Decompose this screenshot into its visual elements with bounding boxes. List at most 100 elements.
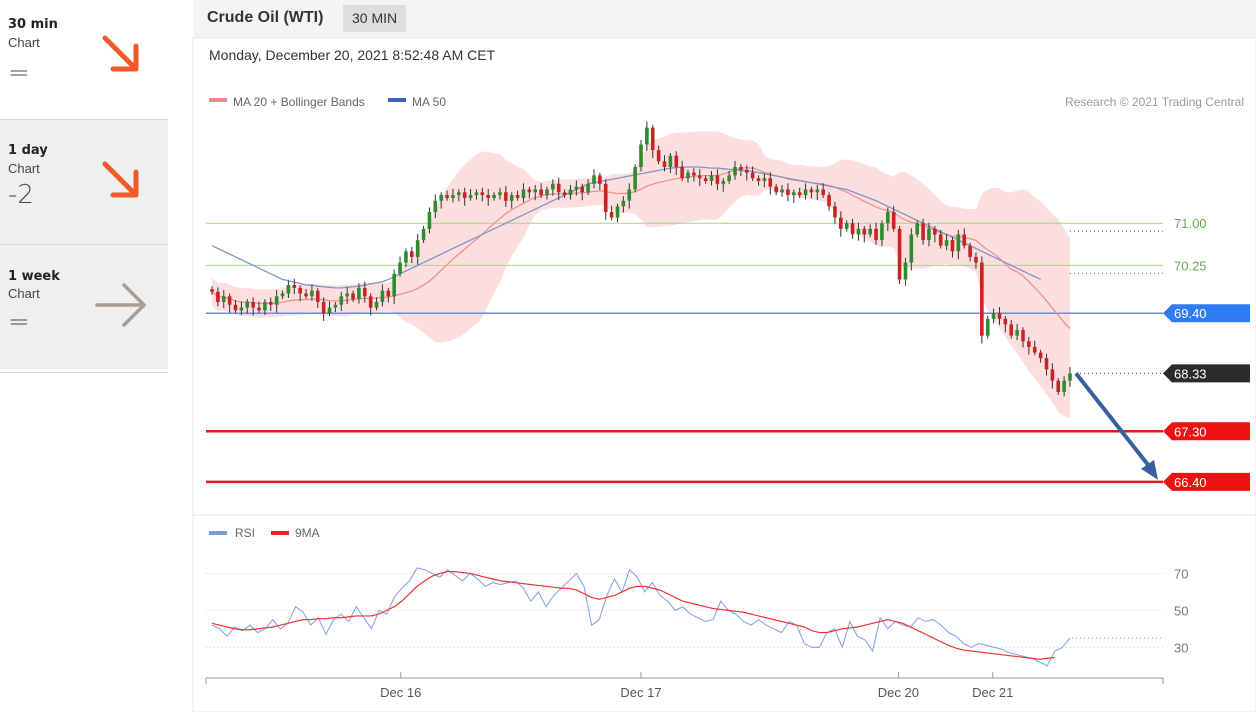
- candle: [468, 188, 473, 201]
- candle: [409, 246, 414, 264]
- candle: [1062, 376, 1066, 397]
- chart-credit: Research © 2021 Trading Central: [1065, 95, 1244, 109]
- candle-body: [862, 228, 867, 235]
- candle: [915, 220, 920, 238]
- candle-body: [239, 307, 244, 311]
- candle-body: [739, 166, 743, 170]
- candle: [562, 189, 567, 198]
- candle: [568, 184, 573, 200]
- candle-body: [815, 189, 820, 193]
- x-axis: Dec 16 Dec 17 Dec 20 Dec 21: [205, 672, 1164, 700]
- candle-body: [633, 166, 637, 190]
- legend-swatch-9ma: [271, 531, 289, 535]
- candle-body: [392, 273, 396, 297]
- candle: [304, 289, 308, 300]
- candle: [921, 218, 925, 245]
- candle-body: [727, 175, 731, 182]
- candle: [791, 189, 796, 203]
- candle: [721, 178, 726, 192]
- candle-body: [809, 189, 814, 193]
- candle-body: [709, 175, 714, 182]
- candle-body: [445, 195, 449, 198]
- candle: [380, 284, 385, 307]
- candle: [756, 175, 761, 186]
- candle-body: [850, 223, 855, 235]
- candle: [686, 169, 690, 183]
- candle: [386, 287, 391, 303]
- candle: [233, 300, 238, 314]
- timeframe-sub: Chart: [8, 286, 40, 301]
- candle: [786, 183, 790, 202]
- candle: [480, 187, 485, 202]
- candle-body: [280, 293, 285, 297]
- candle: [1038, 349, 1043, 363]
- candle: [668, 152, 673, 174]
- candle: [927, 222, 931, 247]
- candle-body: [756, 178, 761, 182]
- legend-ma20: MA 20 + Bollinger Bands: [233, 95, 365, 109]
- candle-body: [803, 189, 808, 196]
- candle-body: [1015, 330, 1019, 336]
- candle-body: [921, 223, 925, 241]
- candle-body: [874, 228, 878, 241]
- candle: [509, 192, 514, 209]
- candle-body: [362, 287, 367, 297]
- candle-body: [310, 290, 314, 297]
- candle: [603, 179, 608, 220]
- candle: [944, 233, 949, 251]
- candle: [797, 187, 802, 198]
- candle-body: [721, 181, 726, 184]
- candle-body: [245, 301, 250, 308]
- candle-body: [1021, 330, 1025, 342]
- candle: [1032, 340, 1037, 356]
- chart-frame: [192, 37, 1256, 712]
- legend-swatch-ma50: [388, 98, 406, 102]
- price-levels: [206, 222, 1163, 484]
- candle: [868, 224, 873, 238]
- candle: [362, 281, 367, 303]
- level-badge: [1163, 364, 1250, 383]
- candle: [980, 256, 984, 344]
- candle: [692, 168, 696, 182]
- candle: [539, 183, 543, 198]
- candle: [762, 173, 767, 188]
- candle-body: [674, 155, 679, 167]
- legend-swatch-ma20: [209, 98, 227, 102]
- level-badge: [1163, 472, 1250, 491]
- candle: [903, 258, 908, 286]
- candle: [827, 192, 831, 211]
- interval-badge[interactable]: 30 MIN: [343, 5, 407, 32]
- candle: [527, 186, 532, 199]
- candle-body: [897, 228, 902, 280]
- candle-body: [404, 251, 408, 263]
- candle: [815, 184, 820, 201]
- candle-body: [368, 296, 373, 308]
- timeframe-1week[interactable]: 1 week Chart =: [0, 245, 168, 369]
- forecast-arrowhead: [1141, 459, 1158, 480]
- candle-body: [227, 296, 232, 305]
- candle: [586, 179, 590, 196]
- candle-body: [886, 211, 890, 224]
- timeframe-1day[interactable]: 1 day Chart -2: [0, 120, 168, 244]
- candle: [327, 301, 332, 316]
- candle-body: [374, 301, 379, 308]
- candle-body: [568, 189, 573, 196]
- timeframe-30min[interactable]: 30 min Chart =: [0, 0, 168, 124]
- rsi-legend: RSI 9MA: [209, 526, 320, 540]
- candle-body: [1056, 380, 1061, 392]
- timeframe-name: 1 week: [8, 269, 60, 284]
- candle-body: [539, 189, 543, 196]
- candle-body: [210, 289, 214, 292]
- candle-body: [762, 178, 767, 182]
- candle-body: [686, 172, 690, 179]
- candle: [556, 177, 561, 201]
- rsi-9ma-line: [211, 571, 1055, 660]
- timeframe-sidebar: 30 min Chart = 1 day Chart -2 1 week Cha…: [0, 0, 168, 373]
- candle: [645, 121, 649, 151]
- candle-body: [421, 228, 426, 241]
- timeframe-score: =: [8, 307, 30, 337]
- candle-body: [462, 192, 467, 198]
- candle: [897, 226, 902, 284]
- candle-body: [268, 301, 273, 305]
- candle: [274, 290, 279, 313]
